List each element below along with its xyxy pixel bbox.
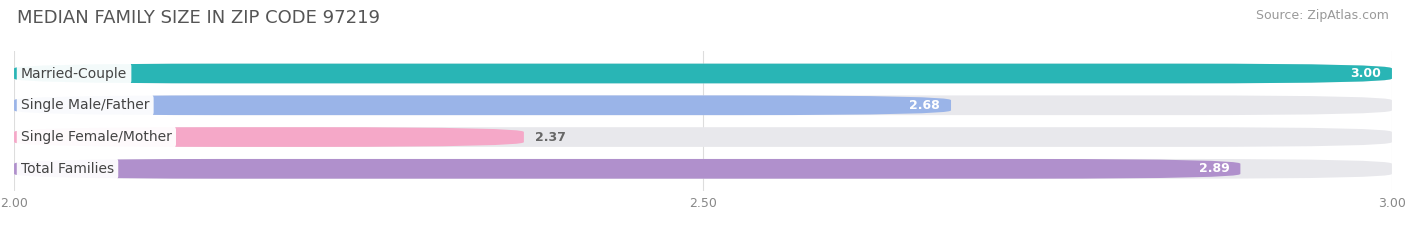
FancyBboxPatch shape [14, 127, 524, 147]
FancyBboxPatch shape [14, 64, 1392, 83]
FancyBboxPatch shape [14, 159, 1240, 179]
Text: Married-Couple: Married-Couple [21, 66, 127, 80]
FancyBboxPatch shape [14, 127, 1392, 147]
FancyBboxPatch shape [14, 159, 1392, 179]
Text: Single Female/Mother: Single Female/Mother [21, 130, 172, 144]
Text: 2.68: 2.68 [910, 99, 941, 112]
Text: MEDIAN FAMILY SIZE IN ZIP CODE 97219: MEDIAN FAMILY SIZE IN ZIP CODE 97219 [17, 9, 380, 27]
FancyBboxPatch shape [14, 96, 1392, 115]
Text: Total Families: Total Families [21, 162, 114, 176]
FancyBboxPatch shape [14, 64, 1392, 83]
Text: 2.37: 2.37 [534, 130, 565, 144]
Text: 2.89: 2.89 [1198, 162, 1229, 175]
Text: Source: ZipAtlas.com: Source: ZipAtlas.com [1256, 9, 1389, 22]
Text: 3.00: 3.00 [1350, 67, 1381, 80]
Text: Single Male/Father: Single Male/Father [21, 98, 149, 112]
FancyBboxPatch shape [14, 96, 950, 115]
